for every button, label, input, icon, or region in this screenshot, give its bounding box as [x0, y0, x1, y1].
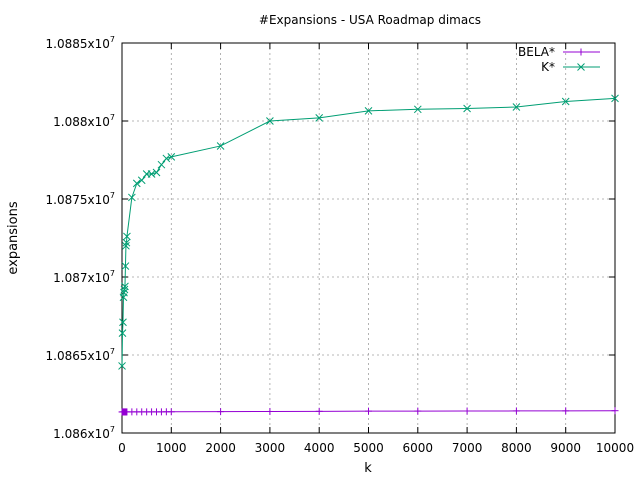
data-point	[512, 103, 521, 111]
data-point	[414, 407, 422, 415]
data-point	[512, 407, 520, 415]
x-tick-label: 2000	[205, 441, 236, 455]
data-point	[147, 170, 156, 178]
data-point	[157, 160, 166, 169]
legend-label: BELA*	[518, 45, 555, 59]
x-tick-label: 6000	[403, 441, 434, 455]
x-tick-label: 8000	[501, 441, 532, 455]
y-tick-label: 1.087x107	[53, 269, 115, 285]
data-point	[120, 288, 128, 297]
y-axis: 1.086x107 1.0865x107 1.087x107 1.0875x107 1.…	[46, 35, 615, 441]
data-point	[118, 329, 127, 338]
data-point	[167, 408, 175, 416]
data-point	[216, 142, 225, 150]
data-point	[152, 168, 161, 177]
legend: BELA*K*	[518, 45, 600, 74]
chart-title: #Expansions - USA Roadmap dimacs	[259, 13, 481, 27]
legend-marker	[577, 63, 585, 71]
grid	[122, 43, 615, 433]
data-point	[562, 407, 570, 415]
data-point	[118, 362, 126, 370]
data-point	[119, 318, 127, 327]
x-tick-label: 10000	[596, 441, 634, 455]
data-point	[120, 285, 129, 294]
data-point	[121, 282, 129, 291]
y-tick-label: 1.0865x107	[46, 347, 115, 363]
data-point	[123, 232, 131, 241]
y-tick-label: 1.088x107	[53, 113, 115, 129]
data-point	[217, 408, 225, 416]
series-layer	[118, 94, 619, 416]
x-axis: 0 1000 2000 3000 4000 5000 6000 7000 8000 9000 100…	[118, 43, 634, 455]
x-tick-label: 0	[118, 441, 126, 455]
data-point	[128, 193, 136, 202]
y-tick-label: 1.0885x107	[46, 35, 115, 51]
series-bela	[118, 407, 619, 416]
data-point	[561, 97, 570, 106]
data-point	[315, 114, 324, 122]
data-point	[463, 104, 471, 113]
y-tick-label: 1.086x107	[53, 425, 115, 441]
data-point	[364, 107, 373, 115]
data-point	[167, 153, 176, 161]
x-tick-label: 4000	[304, 441, 335, 455]
x-tick-label: 9000	[550, 441, 581, 455]
x-tick-label: 7000	[452, 441, 483, 455]
data-point	[365, 407, 372, 415]
legend-label: K*	[541, 60, 555, 74]
data-point	[266, 117, 274, 125]
x-tick-label: 5000	[353, 441, 384, 455]
series-kstar	[118, 94, 619, 370]
x-tick-label: 1000	[156, 441, 187, 455]
data-point	[266, 407, 274, 415]
data-point	[121, 262, 130, 270]
data-point	[122, 238, 131, 247]
x-axis-label: k	[364, 461, 372, 476]
data-point	[122, 241, 130, 250]
data-point	[463, 407, 471, 415]
y-axis-label: expansions	[6, 201, 21, 274]
y-tick-label: 1.0875x107	[46, 191, 115, 207]
data-point	[162, 154, 171, 163]
data-point	[413, 105, 422, 114]
x-tick-label: 3000	[255, 441, 286, 455]
data-point	[137, 176, 146, 185]
data-point	[315, 407, 323, 415]
legend-marker	[577, 48, 585, 56]
data-point	[611, 94, 619, 103]
data-point	[611, 407, 619, 415]
data-point	[132, 179, 141, 188]
